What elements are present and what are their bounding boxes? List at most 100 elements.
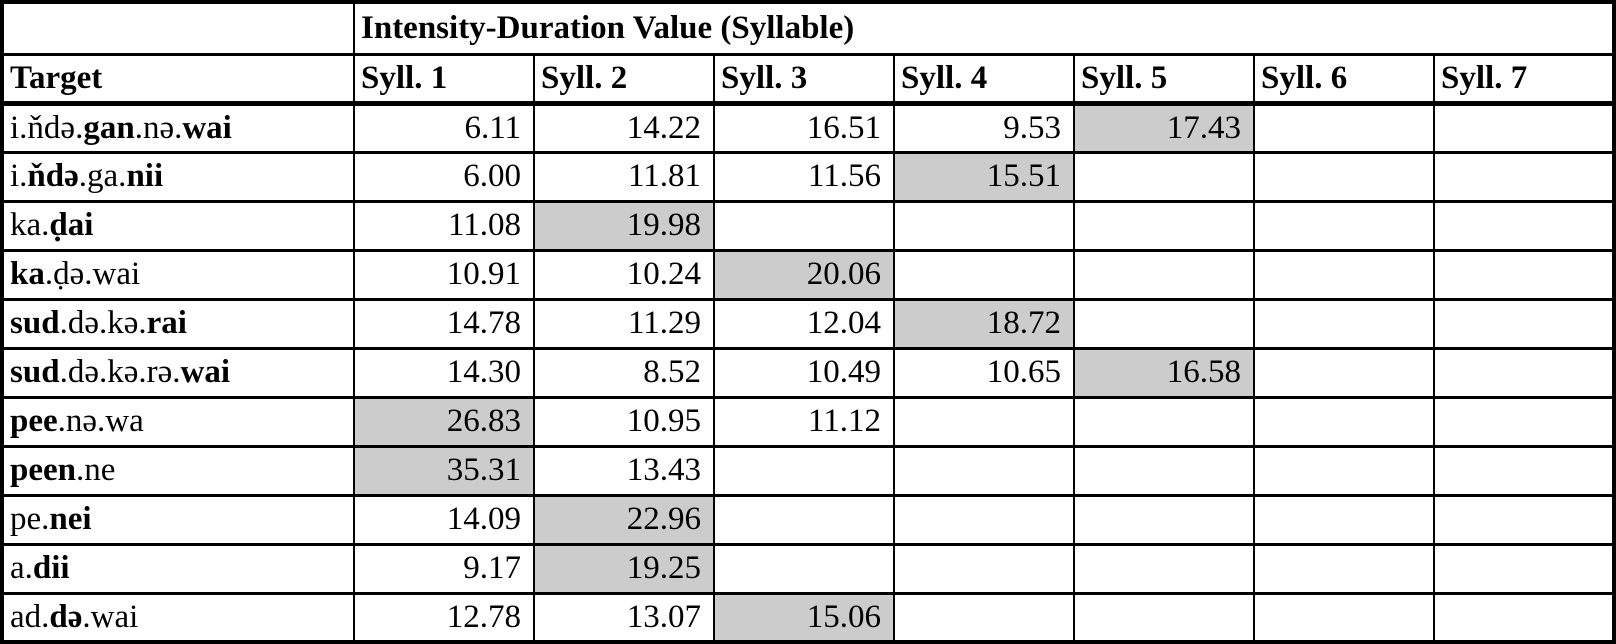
table-row: peen.ne 35.31 13.43 — [1, 444, 1616, 497]
value-cell — [1073, 248, 1255, 301]
syllable-segment: ka. — [10, 207, 50, 243]
value-cell-highlighted: 17.43 — [1073, 101, 1255, 154]
value-cell: 11.08 — [353, 199, 535, 252]
value-cell — [1432, 150, 1616, 203]
value-cell: 14.22 — [533, 101, 715, 154]
value-cell — [713, 542, 895, 595]
value-cell — [1253, 346, 1435, 399]
value-cell: 13.43 — [533, 444, 715, 497]
value-cell: 6.11 — [353, 101, 535, 154]
stressed-syllable-segment: wai — [182, 109, 232, 146]
table-row: sud.də.kə.rai 14.78 11.29 12.04 18.72 — [1, 297, 1616, 350]
syllable-segment: .wai — [82, 598, 139, 635]
syllable-segment: .ḍə.wai — [44, 256, 141, 292]
value-cell — [1073, 199, 1255, 252]
value-cell: 11.56 — [713, 150, 895, 203]
value-cell: 16.51 — [713, 101, 895, 154]
value-cell — [1253, 199, 1435, 252]
value-cell — [1253, 395, 1435, 448]
value-cell — [1432, 248, 1616, 301]
value-cell: 11.81 — [533, 150, 715, 203]
value-cell — [713, 444, 895, 497]
table-row: sud.də.kə.rə.wai 14.30 8.52 10.49 10.65 16.58 — [1, 346, 1616, 399]
value-cell-highlighted: 16.58 — [1073, 346, 1255, 399]
table-row: a.dii 9.17 19.25 — [1, 542, 1616, 595]
value-cell-highlighted: 19.98 — [533, 199, 715, 252]
column-header-row: Target Syll. 1 Syll. 2 Syll. 3 Syll. 4 Syll.… — [1, 52, 1616, 106]
stressed-syllable-segment: sud — [10, 354, 60, 390]
value-cell — [1253, 591, 1435, 644]
title-row: Intensity-Duration Value (Syllable) — [1, 0, 1616, 56]
table-row: i.ňdə.ga.nii 6.00 11.81 11.56 15.51 — [1, 150, 1616, 203]
value-cell — [893, 542, 1075, 595]
value-cell — [1253, 444, 1435, 497]
syllable-column-header: Syll. 6 — [1253, 52, 1435, 106]
syllable-column-header: Syll. 2 — [533, 52, 715, 106]
table-row: i.ňdə.gan.nə.wai 6.11 14.22 16.51 9.53 17.43 — [1, 101, 1616, 154]
value-cell — [1432, 297, 1616, 350]
stressed-syllable-segment: pee — [10, 403, 58, 439]
value-cell — [1432, 346, 1616, 399]
value-cell — [1432, 591, 1616, 644]
value-cell — [1073, 591, 1255, 644]
value-cell-highlighted: 35.31 — [353, 444, 535, 497]
target-cell: pe.nei — [1, 493, 355, 546]
stressed-syllable-segment: gan — [83, 109, 135, 146]
value-cell: 14.09 — [353, 493, 535, 546]
syllable-segment: pe. — [10, 501, 50, 537]
syllable-segment: ad. — [10, 598, 50, 635]
value-cell — [1432, 395, 1616, 448]
value-cell: 9.17 — [353, 542, 535, 595]
value-cell: 11.12 — [713, 395, 895, 448]
target-cell: i.ňdə.ga.nii — [1, 150, 355, 203]
value-cell — [893, 248, 1075, 301]
value-cell — [1253, 493, 1435, 546]
value-cell: 10.49 — [713, 346, 895, 399]
value-cell: 10.65 — [893, 346, 1075, 399]
value-cell-highlighted: 20.06 — [713, 248, 895, 301]
value-cell — [1432, 199, 1616, 252]
value-cell — [893, 199, 1075, 252]
value-cell-highlighted: 18.72 — [893, 297, 1075, 350]
target-cell: i.ňdə.gan.nə.wai — [1, 101, 355, 154]
syllable-segment: a. — [10, 550, 33, 586]
target-cell: sud.də.kə.rai — [1, 297, 355, 350]
target-cell: sud.də.kə.rə.wai — [1, 346, 355, 399]
syllable-segment: i. — [10, 158, 28, 194]
corner-cell — [1, 0, 355, 56]
value-cell — [1432, 101, 1616, 154]
value-cell — [1073, 150, 1255, 203]
syllable-segment: .də.kə. — [59, 305, 147, 341]
value-cell: 13.07 — [533, 591, 715, 644]
value-cell: 12.04 — [713, 297, 895, 350]
syllable-column-header: Syll. 5 — [1073, 52, 1255, 106]
value-cell — [1073, 395, 1255, 448]
syllable-segment: i.ňdə. — [10, 109, 84, 146]
value-cell — [713, 493, 895, 546]
stressed-syllable-segment: peen — [10, 452, 76, 488]
table-row: ka.ḍə.wai 10.91 10.24 20.06 — [1, 248, 1616, 301]
value-cell: 10.91 — [353, 248, 535, 301]
target-cell: a.dii — [1, 542, 355, 595]
value-cell — [1253, 150, 1435, 203]
value-cell — [1073, 542, 1255, 595]
stressed-syllable-segment: ḍai — [49, 207, 94, 243]
value-cell-highlighted: 15.51 — [893, 150, 1075, 203]
stressed-syllable-segment: dii — [32, 550, 70, 586]
value-cell — [893, 444, 1075, 497]
stressed-syllable-segment: rai — [146, 305, 187, 341]
target-cell: pee.nə.wa — [1, 395, 355, 448]
value-cell — [1432, 542, 1616, 595]
value-cell — [1253, 297, 1435, 350]
syllable-column-header: Syll. 1 — [353, 52, 535, 106]
table-row: pe.nei 14.09 22.96 — [1, 493, 1616, 546]
value-cell: 14.30 — [353, 346, 535, 399]
target-cell: ka.ḍə.wai — [1, 248, 355, 301]
syllable-segment: .nə.wa — [57, 403, 144, 439]
value-cell-highlighted: 15.06 — [713, 591, 895, 644]
value-cell: 10.95 — [533, 395, 715, 448]
syllable-segment: .ga. — [78, 158, 127, 194]
target-cell: ad.də.wai — [1, 591, 355, 644]
target-column-header: Target — [1, 52, 355, 106]
syllable-column-header: Syll. 4 — [893, 52, 1075, 106]
